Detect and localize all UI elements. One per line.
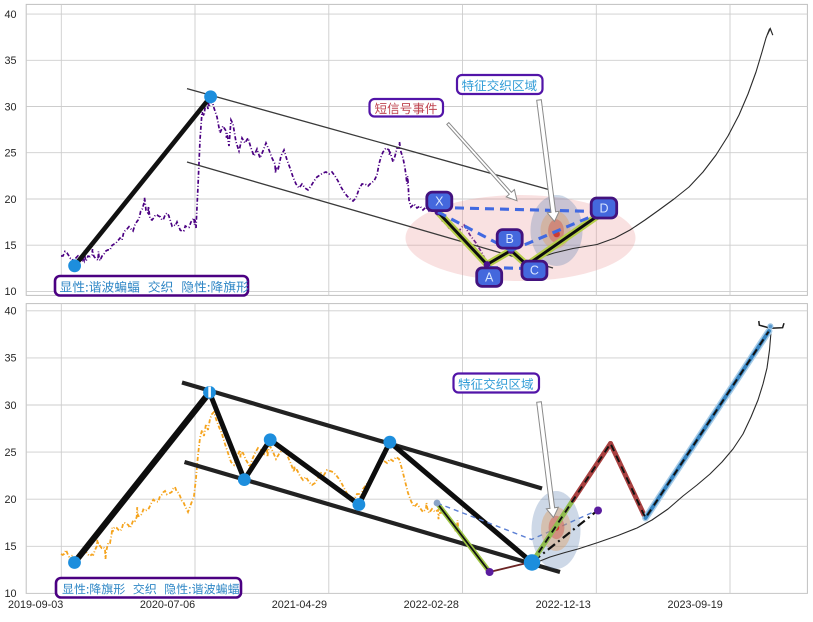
svg-text:10: 10 <box>4 286 16 298</box>
svg-text:2021-04-29: 2021-04-29 <box>272 599 327 611</box>
svg-text:25: 25 <box>4 447 16 459</box>
svg-text:X: X <box>435 195 444 209</box>
svg-text:30: 30 <box>4 400 16 412</box>
svg-text:30: 30 <box>4 101 16 113</box>
svg-text:2022-02-28: 2022-02-28 <box>404 599 459 611</box>
svg-text:D: D <box>599 201 608 215</box>
svg-text:A: A <box>485 271 494 285</box>
svg-text:C: C <box>530 264 539 278</box>
svg-text:2023-09-19: 2023-09-19 <box>667 599 722 611</box>
svg-text:20: 20 <box>4 494 16 506</box>
svg-text:2020-07-06: 2020-07-06 <box>140 599 195 611</box>
svg-text:2019-09-03: 2019-09-03 <box>8 599 63 611</box>
svg-text:40: 40 <box>4 9 16 21</box>
svg-text:B: B <box>506 232 514 246</box>
svg-text:35: 35 <box>4 55 16 67</box>
svg-text:15: 15 <box>4 541 16 553</box>
svg-text:15: 15 <box>4 240 16 252</box>
svg-text:35: 35 <box>4 353 16 365</box>
svg-text:20: 20 <box>4 194 16 206</box>
svg-text:2022-12-13: 2022-12-13 <box>536 599 591 611</box>
svg-text:10: 10 <box>4 588 16 600</box>
svg-text:25: 25 <box>4 148 16 160</box>
svg-text:40: 40 <box>4 306 16 318</box>
